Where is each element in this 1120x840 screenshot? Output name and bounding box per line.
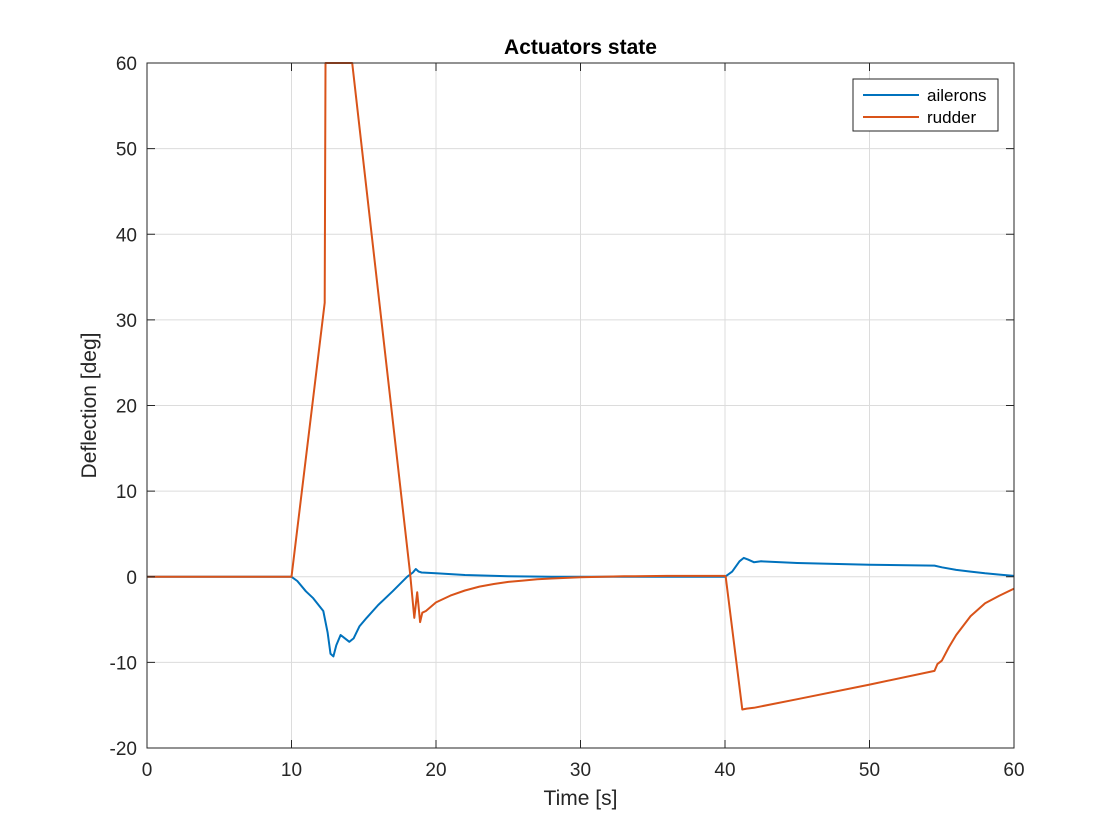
y-axis-label: Deflection [deg] (78, 333, 101, 479)
legend-box (852, 78, 999, 132)
x-axis-label: Time [s] (544, 787, 618, 810)
x-tick-label: 10 (281, 760, 302, 781)
y-tick-label: 60 (116, 54, 137, 75)
legend-entries: ailerons rudder (863, 86, 987, 127)
chart-title: Actuators state (504, 36, 657, 59)
y-tick-label: 20 (116, 397, 137, 418)
y-tick-label: -10 (110, 653, 137, 674)
x-tick-label: 50 (859, 760, 880, 781)
legend-label-ailerons: ailerons (927, 86, 987, 105)
legend-label-rudder: rudder (927, 108, 976, 127)
axis-ticks (146, 62, 1015, 749)
x-tick-label: 20 (425, 760, 446, 781)
series-line-ailerons (147, 556, 1014, 658)
legend: ailerons rudder (852, 78, 999, 132)
y-tick-label: 40 (116, 225, 137, 246)
x-tick-label: 60 (1003, 760, 1024, 781)
y-tick-label: 10 (116, 482, 137, 503)
x-tick-label: 0 (142, 760, 153, 781)
x-tick-label: 40 (714, 760, 735, 781)
series-line-rudder (147, 62, 1014, 711)
plot-area (146, 62, 1015, 749)
y-tick-label: -20 (110, 739, 137, 760)
y-tick-label: 0 (126, 568, 137, 589)
y-tick-label: 50 (116, 140, 137, 161)
tick-labels: 0 10 20 30 40 50 60 -20 -10 0 10 20 30 40 50 60 (110, 54, 1025, 781)
x-tick-label: 30 (570, 760, 591, 781)
y-tick-label: 30 (116, 311, 137, 332)
series-lines (147, 62, 1014, 711)
